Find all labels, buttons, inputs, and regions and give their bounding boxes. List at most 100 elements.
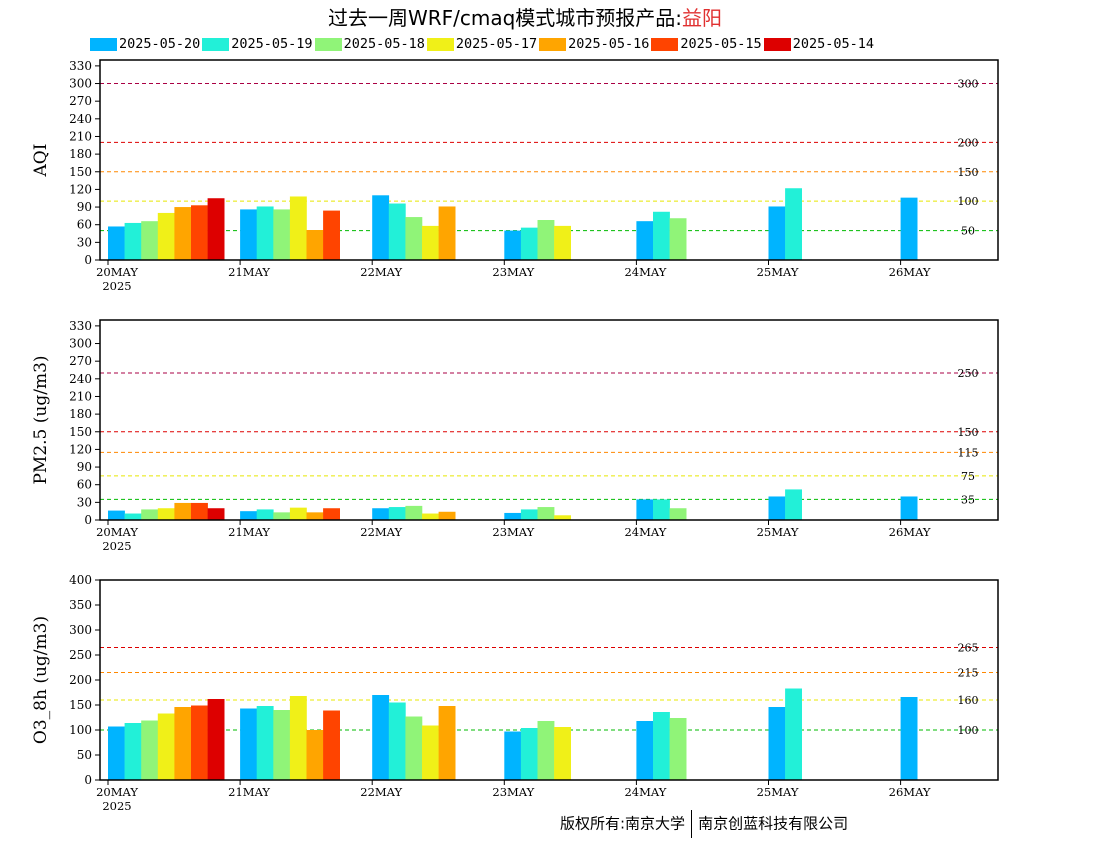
y-tick-label: 350 [69,598,92,612]
y-tick-label: 0 [84,253,92,267]
x-tick-label: 23MAY [492,525,534,539]
bar [900,496,918,520]
bar [900,697,918,780]
y-tick-label: 200 [69,673,92,687]
x-tick-label: 20MAY [96,265,138,279]
plot-frame [99,319,999,521]
bar [405,217,423,260]
threshold-label: 115 [958,446,979,459]
legend-swatch [426,37,454,51]
bar [372,695,390,780]
legend-swatch [539,37,567,51]
y-tick-label: 100 [69,723,92,737]
x-tick-label: 20MAY [96,785,138,799]
bar [323,210,340,260]
bar [191,205,208,260]
bar [636,499,654,520]
bar [636,221,654,260]
bar [124,513,142,520]
bar [504,230,522,260]
x-tick-label: 21MAY [228,265,270,279]
bar [520,509,538,520]
bar [504,731,522,780]
x-tick-label: 25MAY [757,265,799,279]
bar [256,706,274,780]
threshold-label: 100 [958,195,979,208]
bar [653,499,670,520]
x-tick-label: 24MAY [624,265,666,279]
y-tick-label: 60 [77,478,92,492]
bar [554,225,571,260]
y-tick-label: 120 [69,442,92,456]
bar [900,197,918,260]
legend-item: 2025-05-18 [314,36,425,52]
bar [636,721,654,780]
bar [537,507,555,520]
legend-item: 2025-05-17 [426,36,537,52]
legend-swatch [314,37,342,51]
bar [669,718,687,780]
bar [537,721,555,780]
bar [174,207,192,260]
bar [422,225,439,260]
x-tick-label: 25MAY [757,525,799,539]
threshold-label: 200 [958,136,979,149]
legend-item: 2025-05-15 [651,36,762,52]
bar [289,507,307,520]
bar [306,730,324,780]
bar [323,508,340,520]
legend-swatch [651,37,679,51]
bar [768,496,786,520]
y-tick-label: 0 [84,773,92,787]
bar [289,196,307,260]
y-tick-label: 270 [69,354,92,368]
y-tick-label: 300 [69,77,92,91]
bar [388,507,406,520]
y-tick-label: 180 [69,147,92,161]
copyright-right: 南京创蓝科技有限公司 [698,814,849,833]
bar [653,211,670,260]
bar [422,513,439,520]
threshold-label: 160 [958,694,979,707]
bar [141,509,159,520]
y-axis-label: PM2.5 (ug/m3) [31,355,51,484]
bar [438,511,456,520]
x-tick-label: 20MAY [96,525,138,539]
y-tick-label: 150 [69,698,92,712]
bar [504,512,522,520]
threshold-label: 100 [958,724,979,737]
bar [520,227,538,260]
threshold-label: 150 [958,166,979,179]
y-tick-label: 120 [69,182,92,196]
bar [372,195,390,260]
y-tick-label: 50 [77,748,92,762]
bar [422,725,439,780]
y-tick-label: 300 [69,623,92,637]
bar [405,505,423,520]
bar [520,728,538,780]
x-year-label: 2025 [102,539,131,553]
y-tick-label: 250 [69,648,92,662]
bar [653,712,670,780]
legend-swatch [202,37,230,51]
title-city: 益阳 [682,6,723,30]
x-tick-label: 24MAY [624,785,666,799]
legend-label: 2025-05-20 [119,36,201,52]
x-tick-label: 26MAY [889,265,931,279]
bar [273,710,291,780]
copyright-footer: 版权所有:南京大学 南京创蓝科技有限公司 [560,810,848,838]
y-tick-label: 90 [77,460,92,474]
bar [174,502,192,520]
bar [785,489,802,520]
bar [438,206,456,260]
legend-label: 2025-05-16 [568,36,650,52]
threshold-label: 250 [958,367,979,380]
y-axis-label: AQI [31,144,51,178]
legend-item: 2025-05-19 [202,36,313,52]
bar [289,696,307,780]
bar [669,218,687,260]
bar [768,206,786,260]
threshold-label: 50 [961,225,975,238]
x-tick-label: 26MAY [889,525,931,539]
